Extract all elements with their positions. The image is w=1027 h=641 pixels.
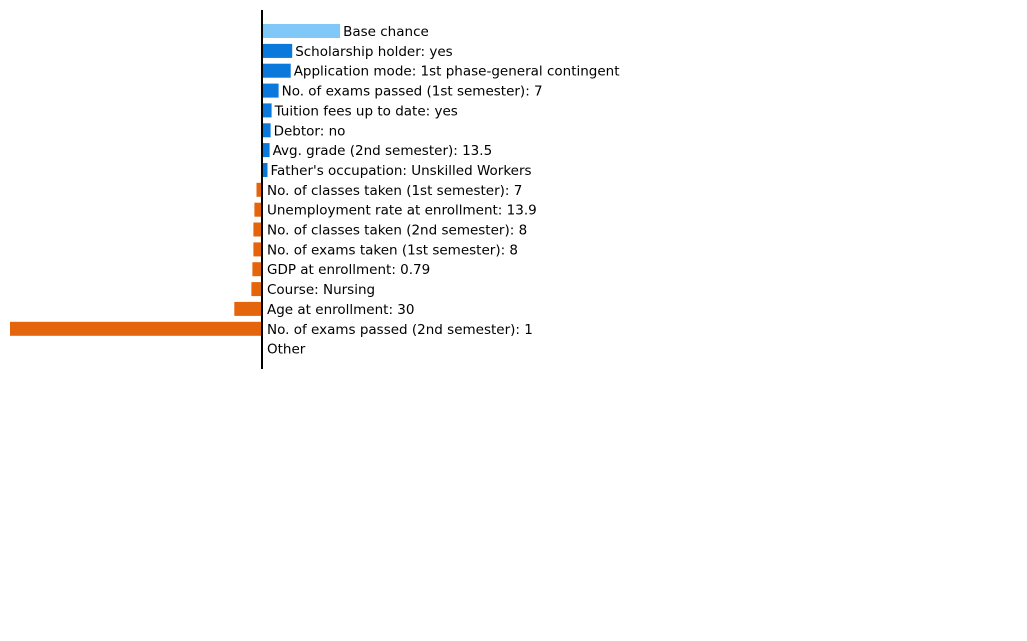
bar-tuition-fees-up-to-date-yes <box>262 103 272 118</box>
bar-father-s-occupation-unskilled-workers <box>262 163 268 177</box>
bar-no-of-classes-taken-1st-semester-7 <box>256 182 262 197</box>
bar-label-no-of-exams-passed-2nd-semester-1: No. of exams passed (2nd semester): 1 <box>267 322 533 338</box>
bars-layer <box>10 24 341 336</box>
bar-unemployment-rate-at-enrollment-13-9 <box>254 202 262 217</box>
bar-age-at-enrollment-30 <box>234 301 262 316</box>
bar-label-other: Other <box>267 342 306 358</box>
bar-label-father-s-occupation-unskilled-workers: Father's occupation: Unskilled Workers <box>271 163 532 179</box>
bar-base-chance <box>262 24 341 38</box>
bar-label-avg-grade-2nd-semester-13-5: Avg. grade (2nd semester): 13.5 <box>273 143 493 159</box>
bar-label-course-nursing: Course: Nursing <box>267 282 375 298</box>
bar-gdp-at-enrollment-0-79 <box>252 262 262 277</box>
bar-label-unemployment-rate-at-enrollment-13-9: Unemployment rate at enrollment: 13.9 <box>267 203 537 219</box>
bar-course-nursing <box>251 282 262 297</box>
bar-no-of-classes-taken-2nd-semester-8 <box>253 222 262 237</box>
bar-debtor-no <box>262 123 271 138</box>
bar-application-mode-1st-phase-general-contingent <box>262 63 291 78</box>
bar-avg-grade-2nd-semester-13-5 <box>262 143 270 158</box>
bar-label-no-of-classes-taken-1st-semester-7: No. of classes taken (1st semester): 7 <box>267 183 522 199</box>
bar-no-of-exams-passed-1st-semester-7 <box>262 83 279 98</box>
bar-label-no-of-exams-passed-1st-semester-7: No. of exams passed (1st semester): 7 <box>282 84 543 100</box>
bar-label-tuition-fees-up-to-date-yes: Tuition fees up to date: yes <box>274 103 458 119</box>
bar-label-no-of-classes-taken-2nd-semester-8: No. of classes taken (2nd semester): 8 <box>267 223 527 239</box>
bar-label-age-at-enrollment-30: Age at enrollment: 30 <box>267 302 414 318</box>
bar-label-gdp-at-enrollment-0-79: GDP at enrollment: 0.79 <box>267 262 430 278</box>
bar-no-of-exams-passed-2nd-semester-1 <box>10 321 262 336</box>
bar-no-of-exams-taken-1st-semester-8 <box>253 242 262 257</box>
bar-label-debtor-no: Debtor: no <box>274 123 346 139</box>
bar-label-no-of-exams-taken-1st-semester-8: No. of exams taken (1st semester): 8 <box>267 242 518 258</box>
bar-label-base-chance: Base chance <box>343 24 429 40</box>
bar-scholarship-holder-yes <box>262 43 293 58</box>
bar-label-scholarship-holder-yes: Scholarship holder: yes <box>295 44 453 60</box>
bar-label-application-mode-1st-phase-general-contingent: Application mode: 1st phase-general cont… <box>294 64 620 80</box>
labels-layer: Base chance Scholarship holder: yes Applic… <box>267 24 620 358</box>
